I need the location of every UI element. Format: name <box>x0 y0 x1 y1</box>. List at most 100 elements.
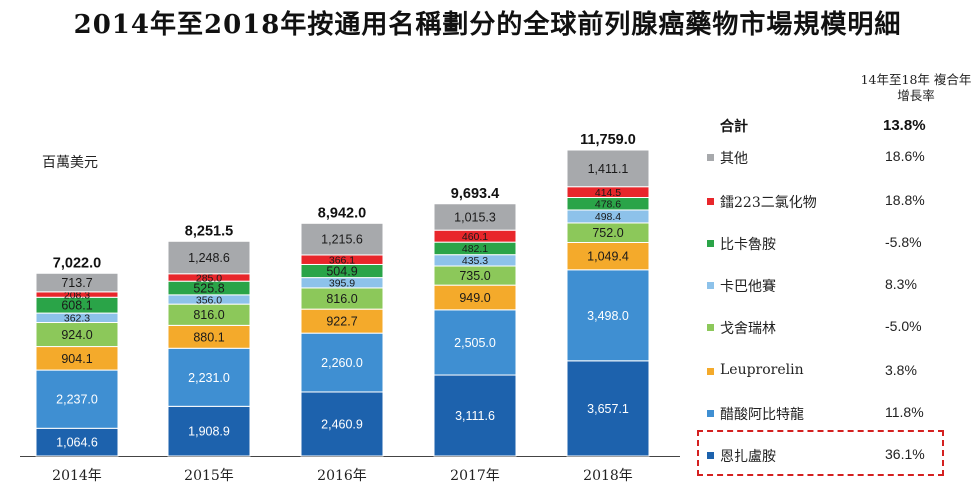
bar-total-label: 11,759.0 <box>580 132 636 148</box>
bar-segment <box>566 241 650 271</box>
segment-label: 395.9 <box>329 278 355 290</box>
segment-label: 1,015.3 <box>454 210 496 224</box>
segment-label: 3,111.6 <box>455 409 495 423</box>
segment-label: 362.3 <box>64 313 90 325</box>
segment-label: 504.9 <box>326 265 357 279</box>
segment-label: 2,231.0 <box>188 371 230 385</box>
legend-item: 恩扎盧胺 36.1% <box>700 444 950 468</box>
legend-label: 戈舍瑞林 <box>720 321 776 337</box>
bar-segment <box>566 269 650 362</box>
legend-swatch <box>707 410 714 417</box>
legend-cagr-header: 14年至18年 複合年增長率 <box>860 72 972 103</box>
legend-cagr-value: 36.1% <box>885 446 925 462</box>
legend-swatch <box>707 324 714 331</box>
segment-label: 1,215.6 <box>321 233 363 247</box>
bar-segment <box>167 347 251 407</box>
segment-label: 713.7 <box>61 276 92 290</box>
segment-label: 1,908.9 <box>188 425 230 439</box>
legend-total-label: 合計 <box>720 119 748 135</box>
legend-cagr-value: 3.8% <box>885 362 917 378</box>
legend-label: 其他 <box>720 151 748 167</box>
segment-label: 880.1 <box>193 330 224 344</box>
legend-item: 比卡魯胺 -5.8% <box>700 232 950 256</box>
chart-title: 2014年至2018年按通用名稱劃分的全球前列腺癌藥物市場規模明細 <box>73 10 902 40</box>
legend-label: 比卡魯胺 <box>720 237 776 253</box>
bar-segment <box>433 374 517 457</box>
segment-label: 816.0 <box>193 308 224 322</box>
bar-segment <box>566 360 650 457</box>
legend-item: 其他 18.6% <box>700 146 950 170</box>
segment-label: 735.0 <box>459 269 490 283</box>
segment-label: 498.4 <box>595 211 621 223</box>
legend-swatch <box>707 240 714 247</box>
bar-segment <box>35 427 119 457</box>
bar-segment <box>433 309 517 376</box>
legend-swatch <box>707 452 714 459</box>
segment-label: 1,411.1 <box>588 162 629 176</box>
legend-label: 鐳223二氯化物 <box>720 195 817 211</box>
legend-item: 鐳223二氯化物 18.8% <box>700 190 950 214</box>
legend-label: 卡巴他賽 <box>720 279 776 295</box>
segment-label: 752.0 <box>592 226 623 240</box>
legend-cagr-value: 18.6% <box>885 148 925 164</box>
legend-cagr-value: -5.0% <box>885 318 922 334</box>
bar-segment <box>300 308 384 334</box>
segment-label: 1,064.6 <box>56 436 98 450</box>
segment-label: 904.1 <box>61 352 92 366</box>
legend-label: Leuprorelin <box>720 362 804 378</box>
legend-label: 醋酸阿比特龍 <box>720 407 804 423</box>
segment-label: 525.8 <box>193 282 224 296</box>
legend-item: 醋酸阿比特龍 11.8% <box>700 402 950 426</box>
segment-label: 608.1 <box>61 299 92 313</box>
segment-label: 414.5 <box>595 187 621 199</box>
bar-segment <box>300 332 384 393</box>
legend-item: 卡巴他賽 8.3% <box>700 274 950 298</box>
bar-segment <box>433 284 517 311</box>
legend-cagr-value: 8.3% <box>885 276 917 292</box>
unit-label: 百萬美元 <box>42 155 98 171</box>
segment-label: 435.3 <box>462 255 488 267</box>
bar-segment <box>167 405 251 457</box>
legend-cagr-value: 18.8% <box>885 192 925 208</box>
x-tick-label: 2018年 <box>583 468 633 484</box>
segment-label: 924.0 <box>61 328 92 342</box>
segment-label: 1,049.4 <box>587 250 629 264</box>
segment-label: 478.6 <box>595 199 621 211</box>
legend-cagr-value: -5.8% <box>885 234 922 250</box>
segment-label: 2,237.0 <box>56 393 98 407</box>
x-tick-label: 2014年 <box>52 468 102 484</box>
legend-swatch <box>707 198 714 205</box>
segment-label: 356.0 <box>196 294 222 306</box>
legend-swatch <box>707 282 714 289</box>
legend-label: 恩扎盧胺 <box>720 449 776 465</box>
legend-item: 戈舍瑞林 -5.0% <box>700 316 950 340</box>
legend-swatch <box>707 368 714 375</box>
segment-label: 816.0 <box>326 292 357 306</box>
segment-label: 366.1 <box>329 254 355 266</box>
bar-total-label: 8,942.0 <box>318 205 366 221</box>
bar-segment <box>35 369 119 429</box>
segment-label: 1,248.6 <box>188 251 230 265</box>
bar-total-label: 7,022.0 <box>53 255 101 271</box>
segment-label: 922.7 <box>326 315 357 329</box>
legend-swatch <box>707 154 714 161</box>
segment-label: 949.0 <box>459 291 490 305</box>
x-tick-label: 2015年 <box>184 468 234 484</box>
segment-label: 3,657.1 <box>587 402 629 416</box>
segment-label: 285.0 <box>196 272 222 284</box>
bar-segment <box>300 222 384 256</box>
legend-cagr-value: 11.8% <box>885 404 924 420</box>
segment-label: 460.1 <box>462 231 488 243</box>
x-tick-label: 2017年 <box>450 468 500 484</box>
segment-label: 2,505.0 <box>454 336 496 350</box>
bar-segment <box>566 149 650 188</box>
bar-total-label: 9,693.4 <box>451 186 499 202</box>
bar-segment <box>433 203 517 231</box>
segment-label: 482.1 <box>462 243 488 255</box>
segment-label: 2,260.0 <box>321 356 363 370</box>
bar-segment <box>35 272 119 293</box>
legend-total-value: 13.8% <box>883 117 926 134</box>
x-tick-label: 2016年 <box>317 468 367 484</box>
bar-segment <box>167 240 251 275</box>
